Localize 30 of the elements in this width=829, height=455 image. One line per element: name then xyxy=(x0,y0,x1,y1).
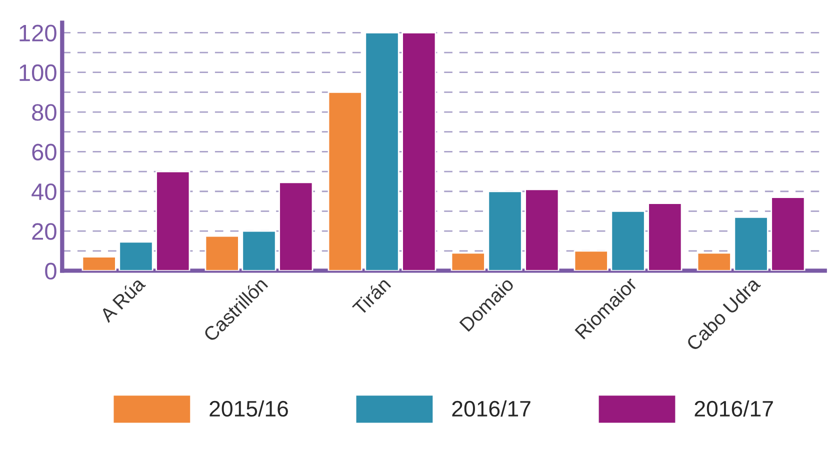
bar xyxy=(770,196,806,271)
bar xyxy=(488,190,522,271)
x-tick-label: Tirán xyxy=(351,276,392,316)
bar xyxy=(328,91,362,271)
y-tick-label: 40 xyxy=(32,183,56,200)
bar xyxy=(242,230,276,271)
y-tick-label: 100 xyxy=(20,64,56,82)
bar xyxy=(450,252,486,271)
legend-label: 2016/17 xyxy=(452,400,530,417)
bar xyxy=(648,202,682,271)
bar xyxy=(204,235,240,271)
bar xyxy=(82,256,116,271)
legend-label: 2016/17 xyxy=(694,400,773,417)
bar xyxy=(734,216,768,271)
y-tick-label: 20 xyxy=(32,223,56,240)
y-tick-label: 60 xyxy=(32,144,56,160)
bar xyxy=(610,210,646,271)
bar xyxy=(118,241,154,271)
x-tick-label: A Rúa xyxy=(98,275,146,324)
bar xyxy=(156,170,190,271)
bar xyxy=(574,250,608,271)
y-tick-label: 0 xyxy=(45,262,56,280)
legend-label: 2015/16 xyxy=(210,400,288,417)
bar xyxy=(364,32,400,271)
y-tick-label: 80 xyxy=(32,104,56,121)
bar xyxy=(402,32,436,271)
bar xyxy=(696,252,732,271)
bar xyxy=(278,182,314,271)
bar xyxy=(524,188,560,271)
y-tick-label: 120 xyxy=(20,24,56,42)
